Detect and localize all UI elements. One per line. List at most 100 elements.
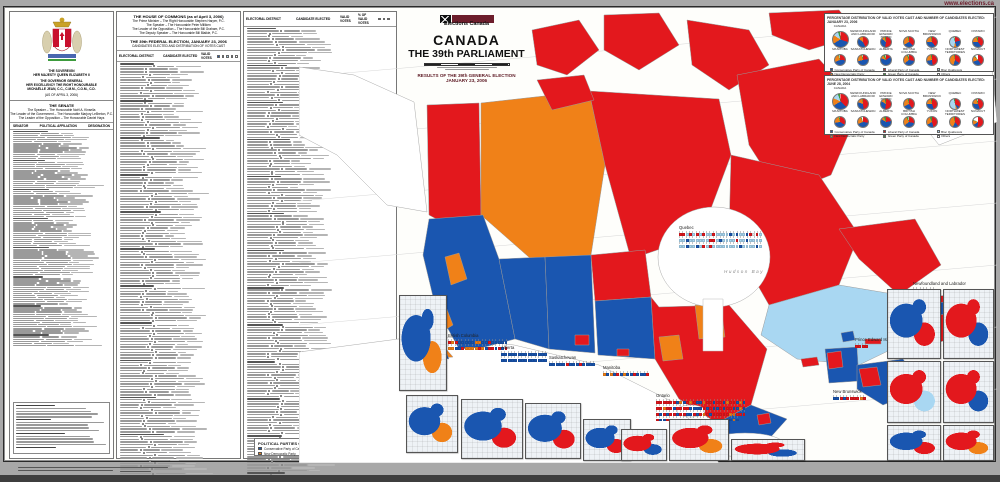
riding-row	[120, 472, 237, 475]
riding-row	[247, 141, 393, 144]
city-inset-map	[525, 403, 581, 459]
water-label: Hudson Bay	[724, 269, 765, 274]
riding-row	[120, 163, 237, 166]
riding-row	[247, 65, 393, 67]
pie-chart-canada: CANADA	[829, 24, 851, 48]
senate-row	[13, 278, 110, 280]
speaker-line: The Speaker – The Honourable Peter Milli…	[146, 23, 211, 28]
riding-row	[120, 176, 237, 179]
riding-result-strip	[679, 232, 763, 236]
riding-row	[247, 154, 393, 157]
senate-row	[13, 139, 110, 141]
riding-row	[120, 92, 237, 95]
pie-graphic	[926, 98, 938, 110]
riding-row	[120, 285, 237, 287]
riding-row	[247, 276, 393, 279]
arctic-island	[531, 19, 600, 76]
pie-label: CANADA	[833, 24, 847, 28]
map-title-country: CANADA	[433, 32, 500, 48]
riding-row	[120, 142, 237, 145]
pie-graphic	[972, 36, 984, 48]
riding-row	[247, 279, 393, 282]
riding-row	[120, 192, 237, 195]
pie-row-1: CANADA NEWFOUNDLAND AND LABRADOR PRINCE ED…	[827, 86, 991, 110]
pie-label: NEWFOUNDLAND AND LABRADOR	[850, 91, 876, 99]
riding-result-strip	[656, 400, 746, 404]
party-swatch-ndp	[230, 55, 234, 58]
riding-row	[120, 97, 237, 100]
riding-row	[247, 199, 393, 202]
senate-row	[13, 178, 110, 180]
riding-row	[247, 334, 393, 337]
riding-row	[120, 63, 237, 65]
pie-chart-quebec: QUEBEC	[944, 29, 966, 48]
pie-graphic	[949, 116, 961, 128]
riding-row	[120, 412, 237, 415]
pie-chart-saskatchewan: SASKATCHEWAN	[851, 47, 875, 66]
pie-chart-prince-edward-island: PRINCE EDWARD ISLAND	[875, 91, 897, 110]
election-title-line2: CANDIDATES ELECTED AND DISTRIBUTION OF V…	[131, 44, 226, 49]
senate-row	[13, 267, 110, 270]
senate-row	[13, 236, 110, 239]
senate-row	[13, 141, 110, 143]
senate-row	[13, 220, 110, 222]
pie-label: ONTARIO	[971, 29, 985, 33]
riding-row	[247, 302, 393, 305]
province-name: Quebec	[679, 225, 694, 230]
senate-row	[13, 334, 110, 336]
city-inset-map	[887, 289, 941, 359]
riding-row	[247, 252, 393, 255]
riding-row	[120, 300, 237, 303]
pie-label: NUNAVUT	[970, 47, 986, 51]
party-swatch-lib	[382, 17, 386, 21]
map-title-parliament: THE 39th PARLIAMENT	[408, 48, 525, 60]
senate-row	[13, 215, 110, 218]
saskatchewan-riding	[574, 334, 590, 346]
pie-graphic	[949, 36, 961, 48]
riding-row	[120, 406, 237, 409]
winnipeg	[616, 348, 630, 357]
senate-row	[13, 151, 110, 153]
senate-row	[13, 328, 110, 330]
riding-row	[247, 313, 393, 316]
senate-col-designation: DESIGNATION	[88, 123, 110, 128]
riding-row	[120, 327, 237, 330]
riding-row	[120, 253, 237, 256]
senate-row	[13, 290, 110, 293]
pie-label: NORTHWEST TERRITORIES	[944, 109, 966, 117]
pie-graphic	[972, 116, 984, 128]
riding-row	[120, 155, 237, 158]
senate-row	[13, 234, 110, 236]
riding-row	[120, 263, 237, 266]
province-name: Prince Edward Island	[855, 337, 895, 342]
pie-chart-quebec: QUEBEC	[944, 91, 966, 110]
riding-row	[120, 359, 237, 361]
riding-row	[247, 228, 393, 231]
arctic-island	[536, 74, 595, 111]
riding-row	[120, 470, 237, 472]
senate-row	[13, 174, 110, 176]
riding-row	[120, 73, 237, 76]
senate-row	[13, 303, 110, 305]
riding-row	[120, 274, 237, 277]
pie-chart-alberta: ALBERTA	[875, 47, 897, 66]
elections-ca-url[interactable]: www.elections.ca	[944, 1, 994, 7]
senate-row	[13, 249, 110, 251]
riding-row	[247, 56, 393, 59]
riding-row	[247, 331, 393, 334]
riding-row	[120, 123, 237, 126]
riding-row	[247, 202, 393, 205]
riding-row	[247, 250, 393, 252]
ballot-flag-icon	[439, 15, 451, 23]
pie-chart-nunavut: NUNAVUT	[967, 47, 989, 66]
riding-row	[120, 443, 237, 446]
riding-row	[247, 186, 393, 189]
senate-row	[13, 317, 110, 320]
ontario-riding	[658, 334, 684, 362]
quebec-city	[840, 330, 856, 343]
riding-row	[120, 311, 237, 314]
province-name: Alberta	[501, 345, 515, 350]
ridings-column-1: THE HOUSE OF COMMONS (as of April 3, 200…	[116, 11, 241, 482]
senate-row	[13, 299, 110, 301]
riding-row	[120, 150, 237, 153]
